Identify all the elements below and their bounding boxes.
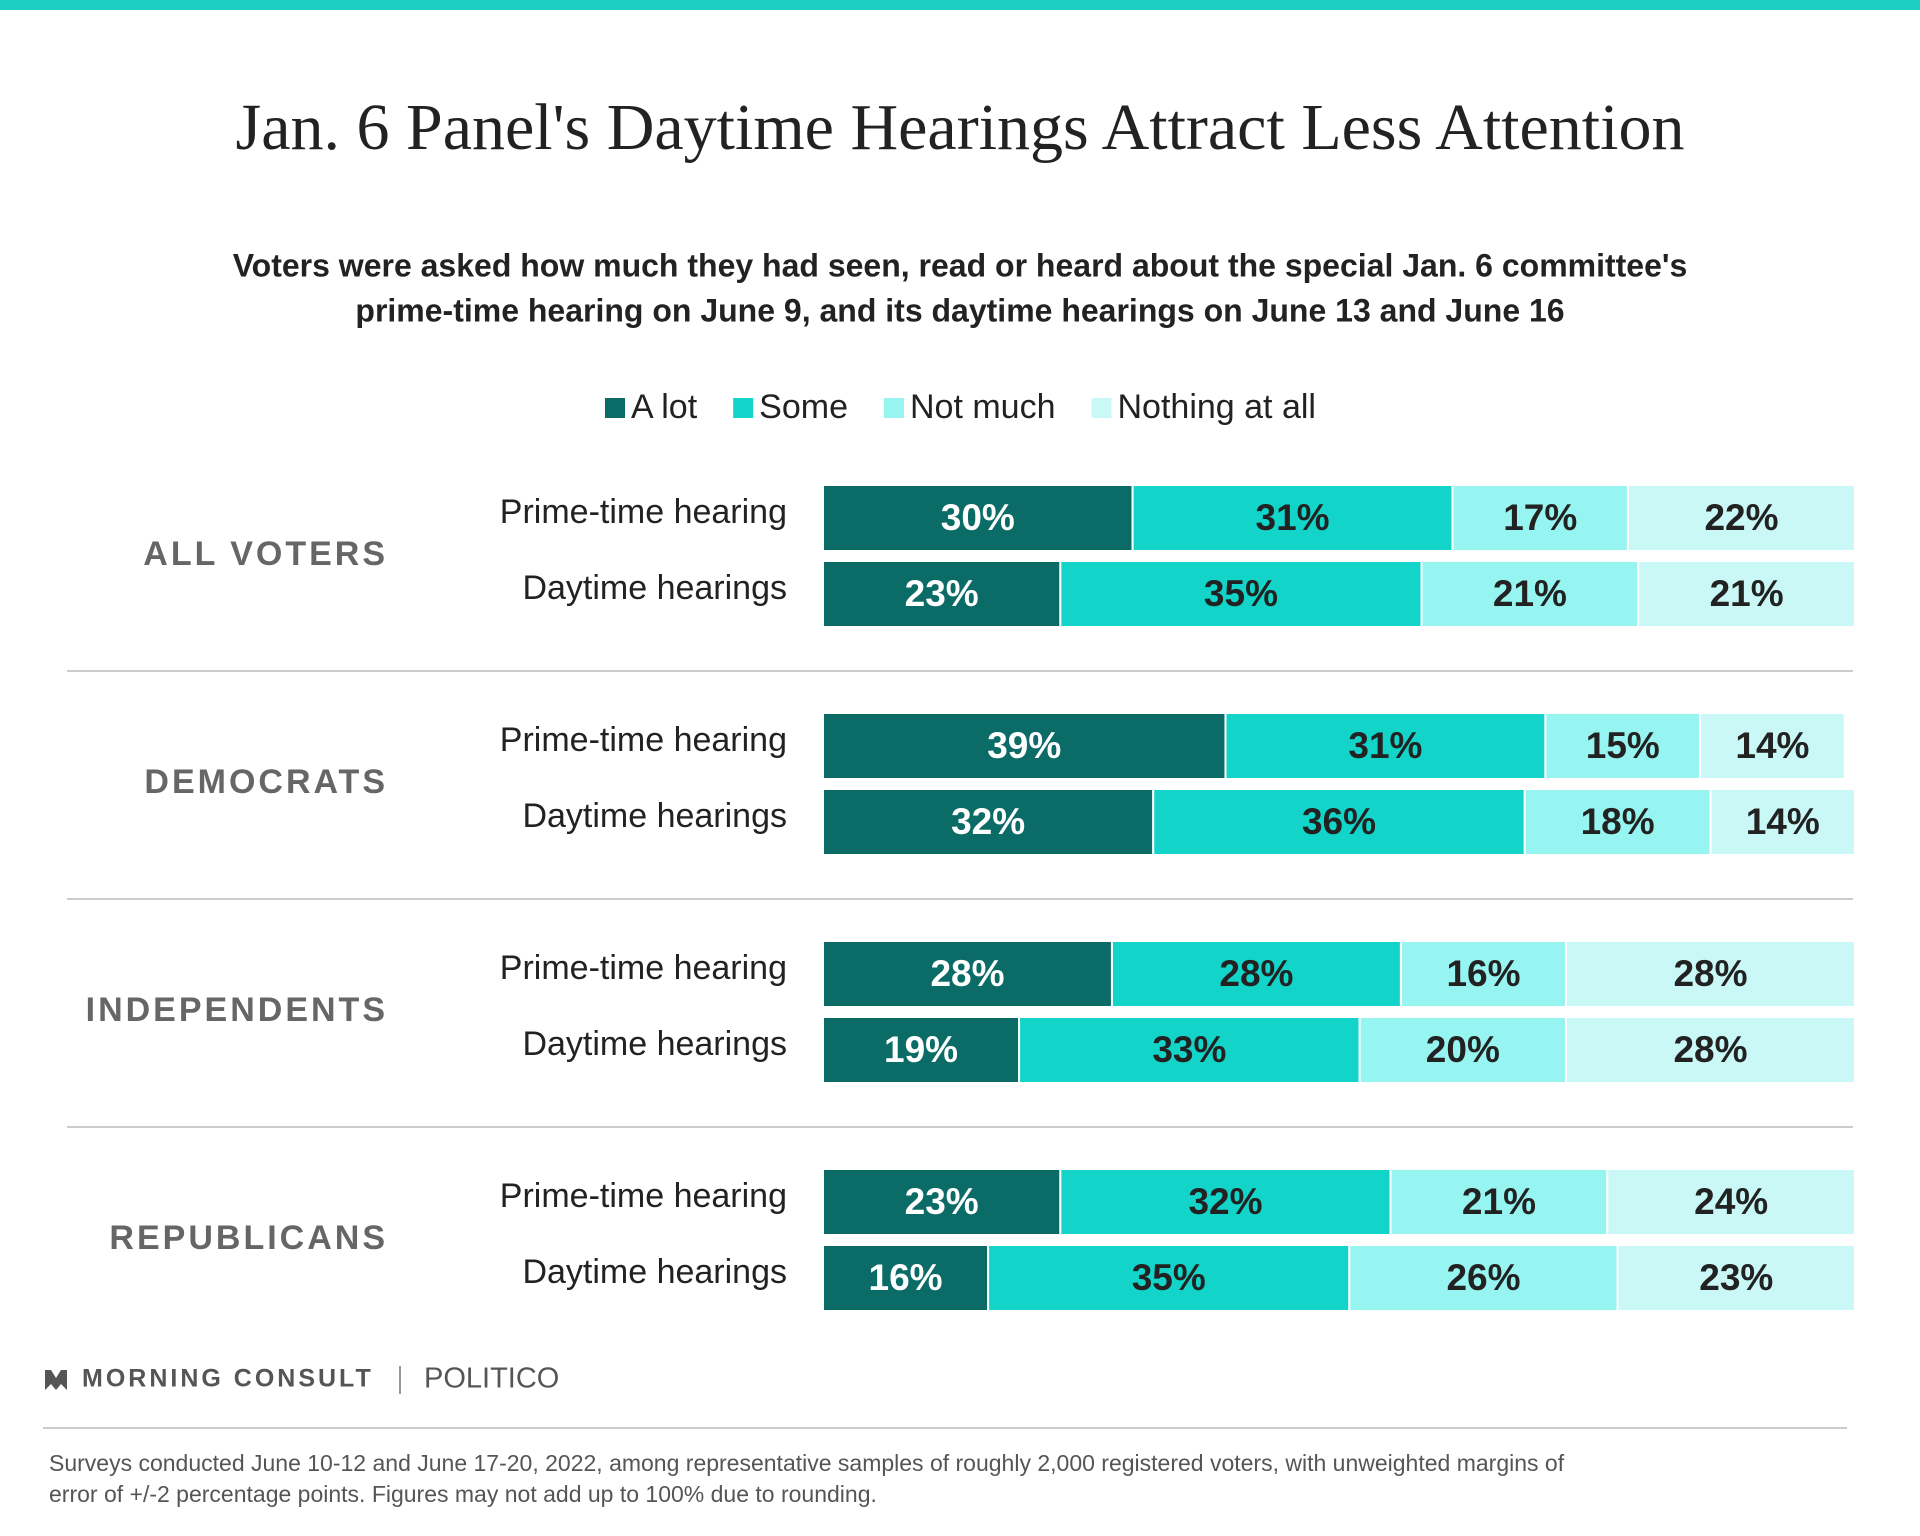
subtitle: Voters were asked how much they had seen… bbox=[233, 247, 1688, 283]
bar-segment bbox=[822, 484, 1134, 552]
value-label: 31% bbox=[1256, 497, 1330, 538]
value-label: 36% bbox=[1302, 801, 1376, 842]
value-label: 18% bbox=[1581, 801, 1655, 842]
legend-swatch bbox=[1091, 398, 1112, 418]
logo-icon bbox=[45, 1370, 67, 1390]
value-label: 30% bbox=[941, 497, 1015, 538]
group-label: ALL VOTERS bbox=[143, 535, 388, 573]
value-label: 28% bbox=[930, 953, 1004, 994]
bar-segment bbox=[1131, 484, 1454, 552]
logo: MORNING CONSULT bbox=[82, 1365, 374, 1393]
bar-segment bbox=[1059, 1168, 1392, 1236]
bar-segment bbox=[822, 1244, 990, 1312]
bar-segment bbox=[822, 940, 1113, 1008]
bar-segment bbox=[1699, 712, 1846, 780]
value-label: 28% bbox=[1673, 1029, 1747, 1070]
bar-segment bbox=[1626, 484, 1856, 552]
bar-segment bbox=[1018, 1016, 1361, 1084]
legend-label: Nothing at all bbox=[1118, 388, 1316, 426]
value-label: 14% bbox=[1735, 725, 1809, 766]
value-label: 35% bbox=[1204, 573, 1278, 614]
value-label: 39% bbox=[987, 725, 1061, 766]
chart-title: Jan. 6 Panel's Daytime Hearings Attract … bbox=[236, 91, 1685, 164]
logo: POLITICO bbox=[424, 1363, 559, 1395]
bar-segment bbox=[1565, 1016, 1857, 1084]
group-label: REPUBLICANS bbox=[109, 1219, 388, 1257]
bar-segment bbox=[1399, 940, 1568, 1008]
bar-segment bbox=[1637, 560, 1857, 628]
legend-label: Some bbox=[759, 388, 848, 426]
value-label: 21% bbox=[1710, 573, 1784, 614]
bar-segment bbox=[1709, 788, 1857, 856]
bar-segment bbox=[822, 1168, 1062, 1236]
value-label: 23% bbox=[1699, 1257, 1773, 1298]
value-label: 19% bbox=[884, 1029, 958, 1070]
legend-swatch bbox=[884, 398, 904, 418]
bar-segment bbox=[1616, 1244, 1857, 1312]
value-label: 14% bbox=[1746, 801, 1820, 842]
value-label: 23% bbox=[905, 573, 979, 614]
row-label: Daytime hearings bbox=[522, 797, 787, 835]
value-label: 20% bbox=[1426, 1029, 1500, 1070]
row-label: Daytime hearings bbox=[522, 1253, 787, 1291]
value-label: 33% bbox=[1152, 1029, 1226, 1070]
row-label: Prime-time hearing bbox=[500, 721, 787, 759]
value-label: 31% bbox=[1348, 725, 1422, 766]
bar-segment bbox=[987, 1244, 1351, 1312]
value-label: 17% bbox=[1503, 497, 1577, 538]
bar-segment bbox=[822, 788, 1155, 856]
bar-segment bbox=[822, 560, 1062, 628]
bar-segment bbox=[822, 712, 1227, 780]
row-label: Prime-time hearing bbox=[500, 1177, 787, 1215]
value-label: 21% bbox=[1462, 1181, 1536, 1222]
row-label: Daytime hearings bbox=[522, 1025, 787, 1063]
bar-segment bbox=[1565, 940, 1857, 1008]
value-label: 28% bbox=[1673, 953, 1747, 994]
legend-swatch bbox=[733, 398, 754, 418]
top-bar bbox=[0, 0, 1920, 10]
value-label: 32% bbox=[1188, 1181, 1262, 1222]
value-label: 28% bbox=[1219, 953, 1293, 994]
value-label: 21% bbox=[1493, 573, 1567, 614]
value-label: 24% bbox=[1694, 1181, 1768, 1222]
value-label: 35% bbox=[1132, 1257, 1206, 1298]
row-label: Prime-time hearing bbox=[500, 949, 787, 987]
bar-segment bbox=[1358, 1016, 1568, 1084]
value-label: 32% bbox=[951, 801, 1025, 842]
value-label: 23% bbox=[905, 1181, 979, 1222]
note: Surveys conducted June 10-12 and June 17… bbox=[49, 1450, 1565, 1476]
value-label: 15% bbox=[1586, 725, 1660, 766]
bar-segment bbox=[1606, 1168, 1856, 1236]
bar-segment bbox=[1451, 484, 1629, 552]
value-label: 22% bbox=[1704, 497, 1778, 538]
bar-segment bbox=[1059, 560, 1423, 628]
note: error of +/-2 percentage points. Figures… bbox=[49, 1481, 877, 1507]
bar-segment bbox=[1389, 1168, 1609, 1236]
row-label: Daytime hearings bbox=[522, 569, 787, 607]
legend-label: A lot bbox=[631, 388, 698, 426]
subtitle: prime-time hearing on June 9, and its da… bbox=[355, 292, 1564, 328]
bar-segment bbox=[1420, 560, 1640, 628]
legend-label: Not much bbox=[910, 388, 1056, 426]
bar-segment bbox=[822, 1016, 1021, 1084]
value-label: 26% bbox=[1446, 1257, 1520, 1298]
bar-segment bbox=[1523, 788, 1712, 856]
legend-swatch bbox=[605, 398, 625, 418]
value-label: 16% bbox=[869, 1257, 943, 1298]
group-label: INDEPENDENTS bbox=[86, 991, 388, 1029]
bar-segment bbox=[1544, 712, 1702, 780]
group-label: DEMOCRATS bbox=[144, 763, 388, 801]
bar-segment bbox=[1110, 940, 1402, 1008]
row-label: Prime-time hearing bbox=[500, 493, 787, 531]
value-label: 16% bbox=[1446, 953, 1520, 994]
